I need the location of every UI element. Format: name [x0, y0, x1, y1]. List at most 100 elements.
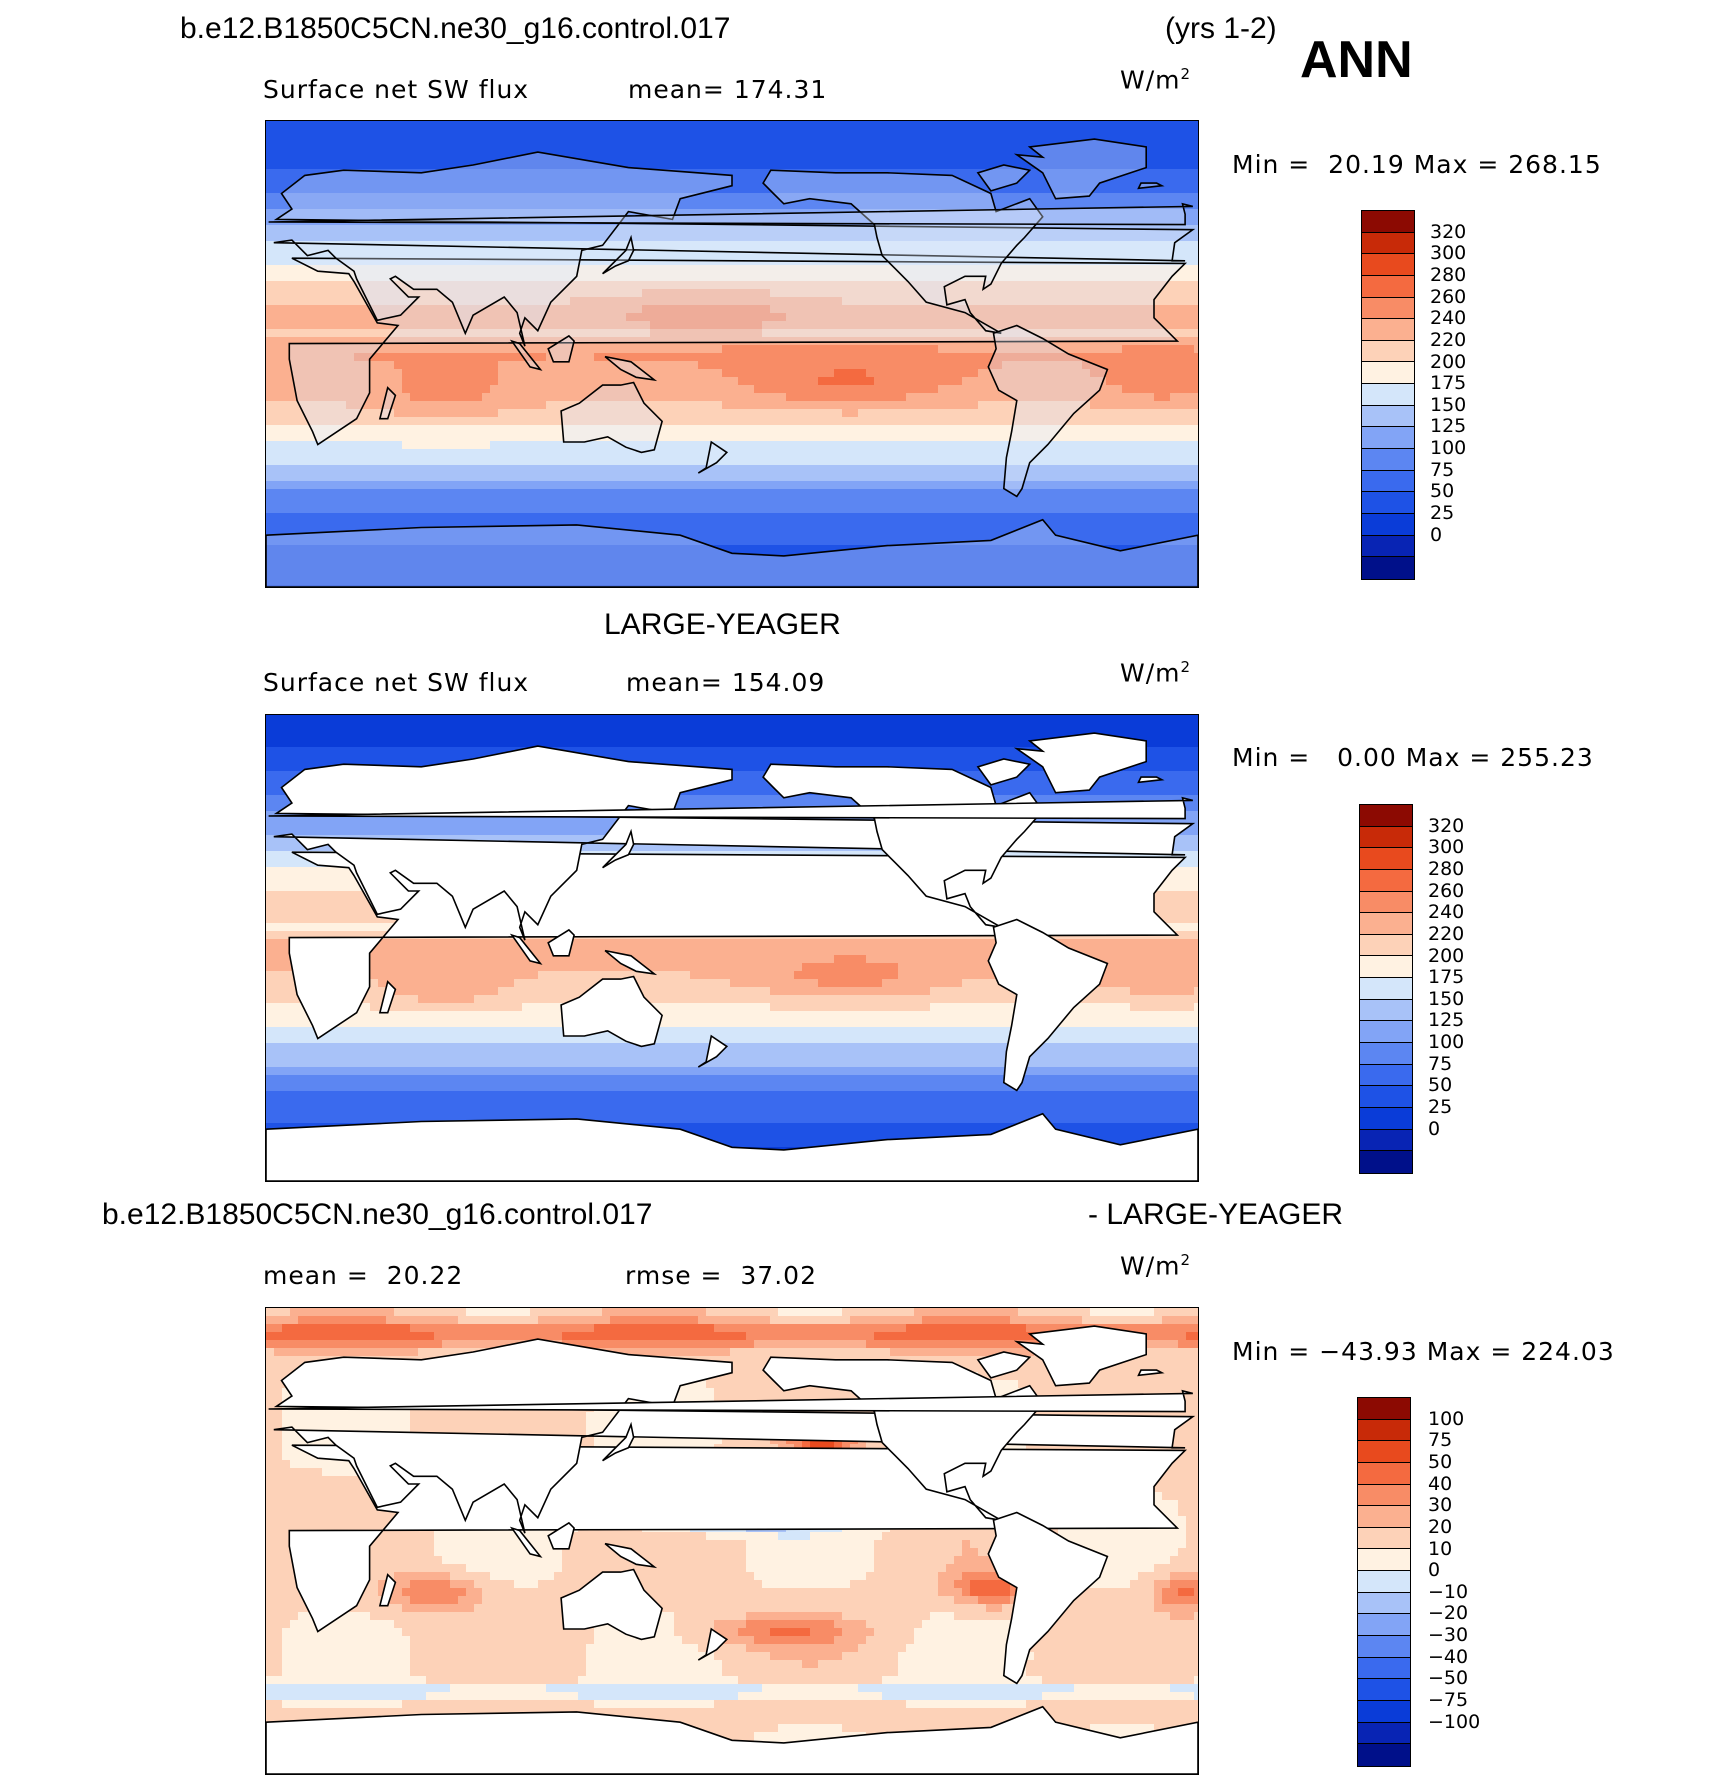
colorbar-swatch	[1360, 978, 1412, 1000]
colorbar-swatch	[1362, 427, 1414, 450]
panel2-title: LARGE-YEAGER	[604, 608, 841, 642]
coastline	[762, 169, 1044, 335]
colorbar-tick-label: 320	[1430, 221, 1466, 243]
coastline	[288, 257, 1188, 446]
colorbar-swatch	[1360, 999, 1412, 1022]
colorbar-swatch	[1362, 362, 1414, 385]
coastline	[976, 1351, 1032, 1379]
panel1-minmax: Min = 20.19 Max = 268.15	[1232, 150, 1602, 179]
colorbar-tick-label: 25	[1428, 1096, 1452, 1118]
colorbar-tick-label: 50	[1428, 1451, 1452, 1473]
colorbar-swatch	[1358, 1484, 1410, 1507]
colorbar-tick-label: 25	[1430, 502, 1454, 524]
colorbar-swatch	[1358, 1462, 1410, 1485]
season-label: ANN	[1300, 30, 1413, 90]
colorbar-tick-label: 260	[1430, 286, 1466, 308]
colorbar-tick-label: 0	[1428, 1559, 1440, 1581]
coastline	[697, 1627, 729, 1661]
coastline	[697, 440, 729, 474]
panel3-minmax: Min = −43.93 Max = 224.03	[1232, 1337, 1615, 1366]
coastline	[987, 324, 1109, 498]
coastline	[266, 1112, 1198, 1181]
colorbar-tick-label: 40	[1428, 1473, 1452, 1495]
coastline	[547, 928, 575, 957]
colorbar-swatch	[1362, 492, 1414, 514]
colorbar-swatch	[1358, 1722, 1410, 1745]
colorbar-swatch	[1360, 1107, 1412, 1130]
colorbar-swatch	[1360, 1064, 1412, 1087]
colorbar-swatch	[1362, 232, 1414, 255]
coastline	[602, 828, 635, 869]
coastline	[602, 234, 635, 275]
coastline	[273, 1338, 1196, 1534]
colorbar-swatch	[1360, 1129, 1412, 1152]
coastline	[697, 1034, 729, 1068]
colorbar-swatch	[1358, 1419, 1410, 1442]
colorbar-tick-label: −30	[1428, 1624, 1468, 1646]
colorbar-swatch	[1358, 1744, 1410, 1766]
colorbar-swatch	[1362, 535, 1414, 558]
panel3-rmse: rmse = 37.02	[625, 1261, 817, 1290]
colorbar-swatch	[1360, 848, 1412, 870]
colorbar-swatch	[1358, 1679, 1410, 1701]
colorbar-tick-label: 0	[1430, 524, 1442, 546]
coastline	[1137, 1369, 1165, 1377]
panel2-units: W/m2	[1120, 658, 1191, 687]
colorbar-swatch	[1360, 1151, 1412, 1173]
colorbar-tick-label: 125	[1430, 415, 1466, 437]
colorbar-tick-label: 260	[1428, 880, 1464, 902]
colorbar-swatch	[1360, 913, 1412, 935]
coastline	[266, 518, 1198, 587]
colorbar-tick-label: 175	[1430, 372, 1466, 394]
panel1-mean: mean= 174.31	[628, 75, 827, 104]
colorbar-swatch	[1362, 449, 1414, 471]
colorbar-tick-label: 100	[1428, 1408, 1464, 1430]
coastline	[268, 202, 1193, 226]
colorbar-swatch	[1358, 1571, 1410, 1593]
coastline	[378, 1573, 397, 1607]
colorbar-tick-label: 300	[1428, 836, 1464, 858]
coastline	[987, 918, 1109, 1092]
colorbar-tick-label: 220	[1428, 923, 1464, 945]
coastline	[547, 334, 575, 363]
panel3-title-left: b.e12.B1850C5CN.ne30_g16.control.017	[102, 1198, 652, 1232]
colorbar-tick-label: −50	[1428, 1667, 1468, 1689]
colorbar-tick-label: 75	[1428, 1053, 1452, 1075]
colorbar-tick-label: 75	[1430, 459, 1454, 481]
colorbar-swatch	[1358, 1549, 1410, 1572]
colorbar-tick-label: 125	[1428, 1009, 1464, 1031]
coastline	[268, 796, 1193, 820]
colorbar-swatch	[1362, 297, 1414, 320]
coastline	[560, 1568, 663, 1641]
colorbar-swatch	[1362, 384, 1414, 406]
years-label: (yrs 1-2)	[1165, 12, 1277, 46]
coastline	[560, 381, 663, 454]
colorbar-swatch	[1360, 869, 1412, 892]
colorbar-tick-label: −75	[1428, 1689, 1468, 1711]
coastline	[547, 1521, 575, 1550]
panel1-map	[265, 120, 1199, 588]
coastline	[602, 1421, 635, 1462]
colorbar-tick-label: 20	[1428, 1516, 1452, 1538]
coastline	[1013, 732, 1148, 794]
coastline	[273, 745, 1196, 941]
colorbar-tick-label: −10	[1428, 1581, 1468, 1603]
colorbar-swatch	[1360, 891, 1412, 914]
panel3-colorbar	[1357, 1397, 1411, 1767]
colorbar-swatch	[1360, 956, 1412, 979]
colorbar-tick-label: 240	[1428, 901, 1464, 923]
panel2-map	[265, 714, 1199, 1182]
panel3-mean: mean = 20.22	[263, 1261, 463, 1290]
colorbar-swatch	[1362, 557, 1414, 579]
coastline	[273, 151, 1196, 347]
colorbar-tick-label: 30	[1428, 1494, 1452, 1516]
colorbar-swatch	[1358, 1527, 1410, 1550]
colorbar-tick-label: 175	[1428, 966, 1464, 988]
coastline	[509, 933, 543, 965]
coastline	[987, 1511, 1109, 1685]
colorbar-swatch	[1362, 405, 1414, 428]
coastline	[378, 386, 397, 420]
coastline	[560, 975, 663, 1048]
coastline	[1137, 776, 1165, 784]
colorbar-swatch	[1358, 1506, 1410, 1528]
